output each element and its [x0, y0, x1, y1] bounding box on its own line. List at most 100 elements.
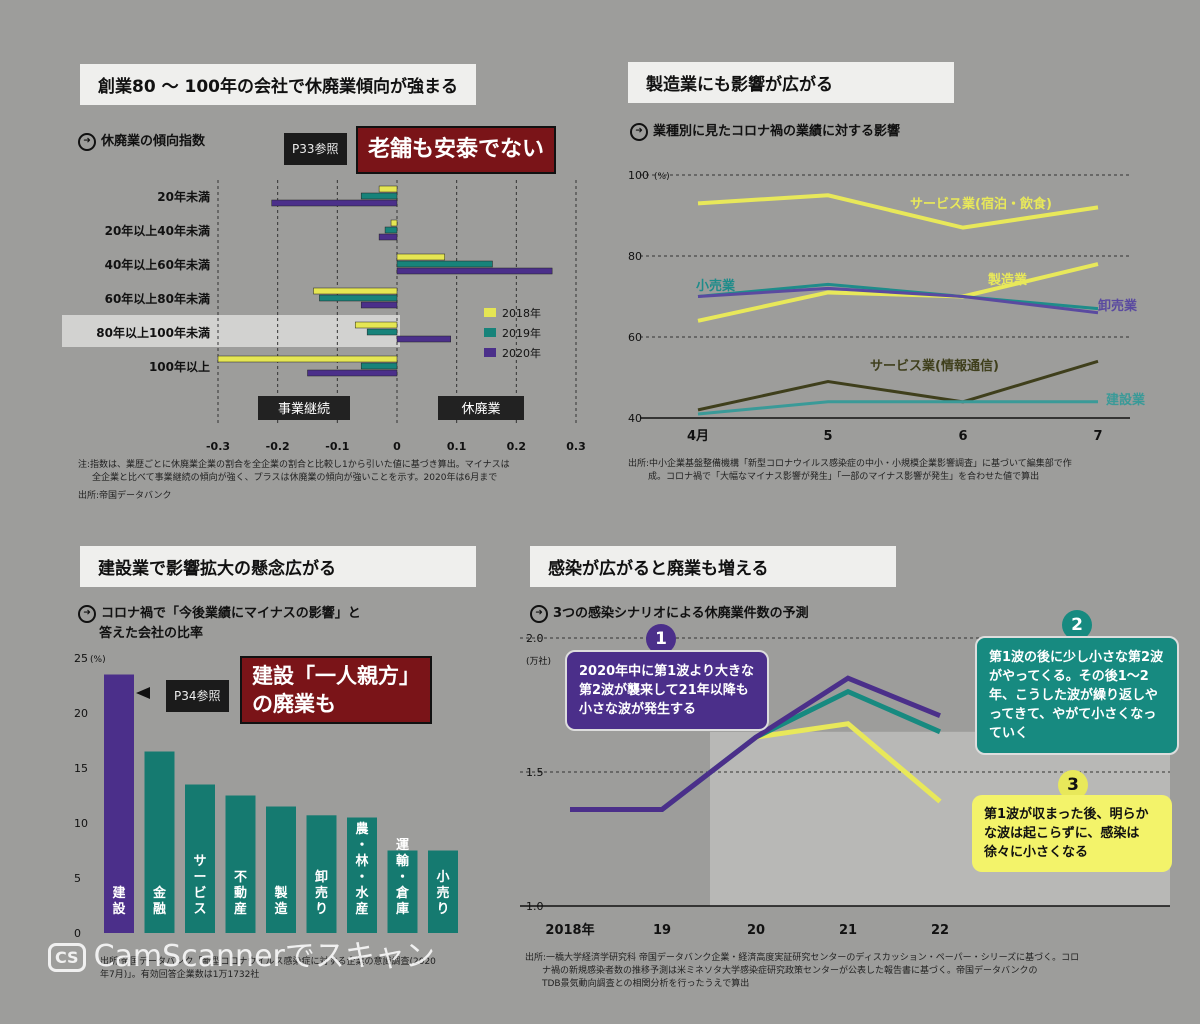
x-tick-label: 4月 [687, 429, 709, 444]
subtitle-4-text: 3つの感染シナリオによる休廃業件数の予測 [553, 606, 809, 621]
subtitle-2-text: 業種別に見たコロナ禍の業績に対する影響 [653, 124, 901, 139]
scenario-2-number: 2 [1062, 610, 1092, 640]
bar-2018年 [313, 287, 398, 295]
x-tick-label: 0.3 [566, 440, 586, 453]
legend-label: 2018年 [502, 306, 541, 320]
scenario-1-bubble: 2020年中に第1波より大きな第2波が襲来して21年以降も小さな波が発生する [565, 650, 769, 731]
x-tick-label: 7 [1093, 429, 1102, 444]
series-line-卸売業 [697, 286, 1099, 315]
bar-小売り [428, 850, 458, 933]
bar-2019年 [360, 192, 398, 200]
x-tick-label: 5 [823, 429, 832, 444]
banner-3: 建設業で影響拡大の懸念広がる [80, 546, 476, 587]
subtitle-3: ➜ コロナ禍で「今後業績にマイナスの影響」と [78, 602, 361, 623]
bar-2020年 [396, 267, 553, 275]
bar-2019年 [319, 294, 398, 302]
series-label: 製造業 [987, 272, 1028, 288]
note-1a: 注:指数は、業歴ごとに休廃業企業の割合を全企業の割合と比較し1から引いた値に基づ… [78, 460, 510, 470]
bar-2020年 [271, 199, 398, 207]
bar-2020年 [396, 335, 451, 343]
series-line-建設業 [697, 400, 1098, 416]
legend-swatch [484, 348, 496, 357]
y-tick-label: 20 [74, 707, 88, 720]
camscanner-watermark: CS CamScannerでスキャン [48, 931, 435, 975]
y-tick-label: 100 [628, 169, 649, 182]
x-tick-label: 22 [931, 923, 949, 938]
bar-2019年 [366, 328, 398, 336]
y-tick-label: 40 [628, 412, 642, 425]
bar-2018年 [354, 321, 398, 329]
banner-4: 感染が広がると廃業も増える [530, 546, 896, 587]
x-tick-label: 0 [393, 440, 401, 453]
x-tick-label: 19 [653, 923, 671, 938]
y-tick-label: 0 [74, 927, 81, 940]
bar-2020年 [307, 369, 398, 377]
bar-2019年 [360, 362, 398, 370]
y-tick-label: 5 [74, 872, 81, 885]
bar-製造 [266, 806, 296, 933]
bar-2019年 [396, 260, 493, 268]
legend-swatch [484, 328, 496, 337]
camscanner-logo: CS [48, 943, 86, 972]
category-label: サービス [193, 854, 206, 917]
bar-金融 [144, 751, 175, 933]
scenario-1-number: 1 [646, 624, 676, 654]
bar-2018年 [396, 253, 445, 261]
subtitle-2: ➜ 業種別に見たコロナ禍の業績に対する影響 [630, 120, 900, 141]
series-line-小売業 [697, 282, 1099, 311]
series-line-製造業 [697, 262, 1099, 323]
series-label: 卸売業 [1098, 298, 1138, 314]
category-label: 20年以上40年未満 [105, 223, 210, 238]
chart-industry-impact: 100 80 60 40 (%) 4月 5 6 7 サービス業(宿泊・飲食) 製造業 小売業卸売業サー… [628, 169, 1146, 444]
source-2a: 出所:中小企業基盤整備機構「新型コロナウイルス感染症の中小・小規模企業影響調査」… [628, 459, 1072, 469]
source-1: 出所:帝国データバンク [78, 491, 172, 501]
bar-卸売り [306, 815, 337, 933]
series-label: サービス業(情報通信) [870, 358, 999, 374]
series-label: 建設業 [1106, 392, 1146, 408]
ref-title-1: 老舗も安泰でない [356, 126, 557, 174]
x-tick-label: 2018年 [545, 922, 594, 938]
y-tick-label: 15 [74, 762, 88, 775]
y-tick-label: 25 [74, 652, 88, 665]
y-tick-label: 80 [628, 250, 642, 263]
bar-2018年 [378, 185, 398, 193]
source-4a: 出所:一橋大学経済学研究科 帝国データバンク企業・経済高度実証研究センターのディ… [525, 953, 1080, 963]
x-tick-label: 0.1 [447, 440, 467, 453]
x-tick-label: 21 [839, 923, 857, 938]
bar-2018年 [217, 355, 398, 363]
x-tick-label: 6 [958, 429, 967, 444]
bar-農・林・水産 [347, 817, 377, 933]
banner-1: 創業80 〜 100年の会社で休廃業傾向が強まる [80, 64, 476, 105]
subtitle-1-text: 休廃業の傾向指数 [101, 134, 206, 149]
source-3b: 年7月)」。有効回答企業数は1万1732社 [100, 970, 260, 980]
series-line-サービス業(宿泊・飲食) [697, 193, 1099, 230]
category-label: 農・林・水産 [355, 821, 369, 917]
y-unit: (万社) [526, 655, 551, 667]
note-1b: 全企業と比べて事業継続の傾向が強く、プラスは休廃業の傾向が強いことを示す。202… [92, 473, 498, 483]
x-tick-label: 0.2 [507, 440, 527, 453]
series-label: 小売業 [696, 278, 736, 294]
arrow-circle-icon: ➜ [78, 604, 96, 623]
y-tick-label: 60 [628, 331, 642, 344]
ref-title-3-line2: の廃業も [252, 692, 336, 716]
category-label: 建設 [112, 885, 126, 917]
tag-closure-bg [438, 396, 524, 420]
y-unit: (%) [90, 655, 106, 665]
subtitle-3-line2: 答えた会社の比率 [99, 626, 204, 641]
legend-label: 2019年 [502, 326, 541, 340]
category-label: 製造 [273, 885, 288, 917]
pointer-arrow [136, 687, 150, 699]
bar-2018年 [390, 219, 398, 227]
ref-label-1: P33参照 [284, 133, 347, 165]
series-line-サービス業(情報通信) [697, 359, 1099, 412]
y-tick-label: 2.0 [526, 632, 544, 645]
category-label: 運輸・倉庫 [395, 838, 410, 917]
bar-運輸・倉庫 [387, 850, 418, 933]
scenario-line-1 [570, 675, 941, 813]
arrow-circle-icon: ➜ [78, 132, 96, 151]
y-unit: (%) [654, 172, 670, 182]
arrow-circle-icon: ➜ [630, 122, 648, 141]
bar-建設 [104, 674, 134, 933]
series-label: サービス業(宿泊・飲食) [910, 196, 1052, 212]
source-3a: 出所:帝国データバンク「新型コロナウイルス感染症に対する企業の意識調査(2020 [100, 957, 436, 967]
